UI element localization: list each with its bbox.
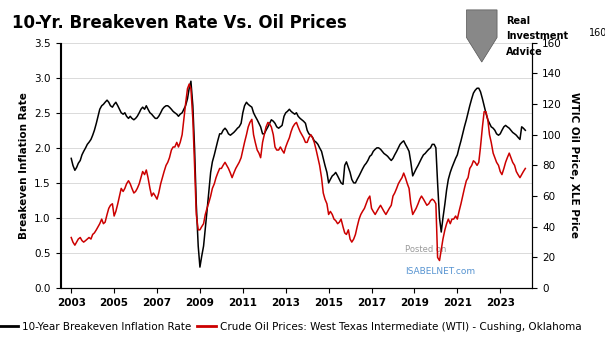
- Text: Real: Real: [506, 16, 531, 26]
- Legend: 10-Year Breakeven Inflation Rate, Crude Oil Prices: West Texas Intermediate (WTI: 10-Year Breakeven Inflation Rate, Crude …: [0, 317, 586, 336]
- Text: 10-Yr. Breakeven Rate Vs. Oil Prices: 10-Yr. Breakeven Rate Vs. Oil Prices: [12, 14, 347, 32]
- Text: 160: 160: [589, 28, 605, 38]
- Text: ISABELNET.com: ISABELNET.com: [405, 267, 475, 276]
- Y-axis label: WTIC Oil Price, XLE Price: WTIC Oil Price, XLE Price: [569, 92, 578, 238]
- Polygon shape: [466, 10, 497, 62]
- Y-axis label: Breakeven Inflation Rate: Breakeven Inflation Rate: [19, 92, 28, 239]
- Text: Posted on: Posted on: [405, 245, 446, 254]
- Text: Advice: Advice: [506, 47, 543, 57]
- Text: Investment: Investment: [506, 31, 569, 41]
